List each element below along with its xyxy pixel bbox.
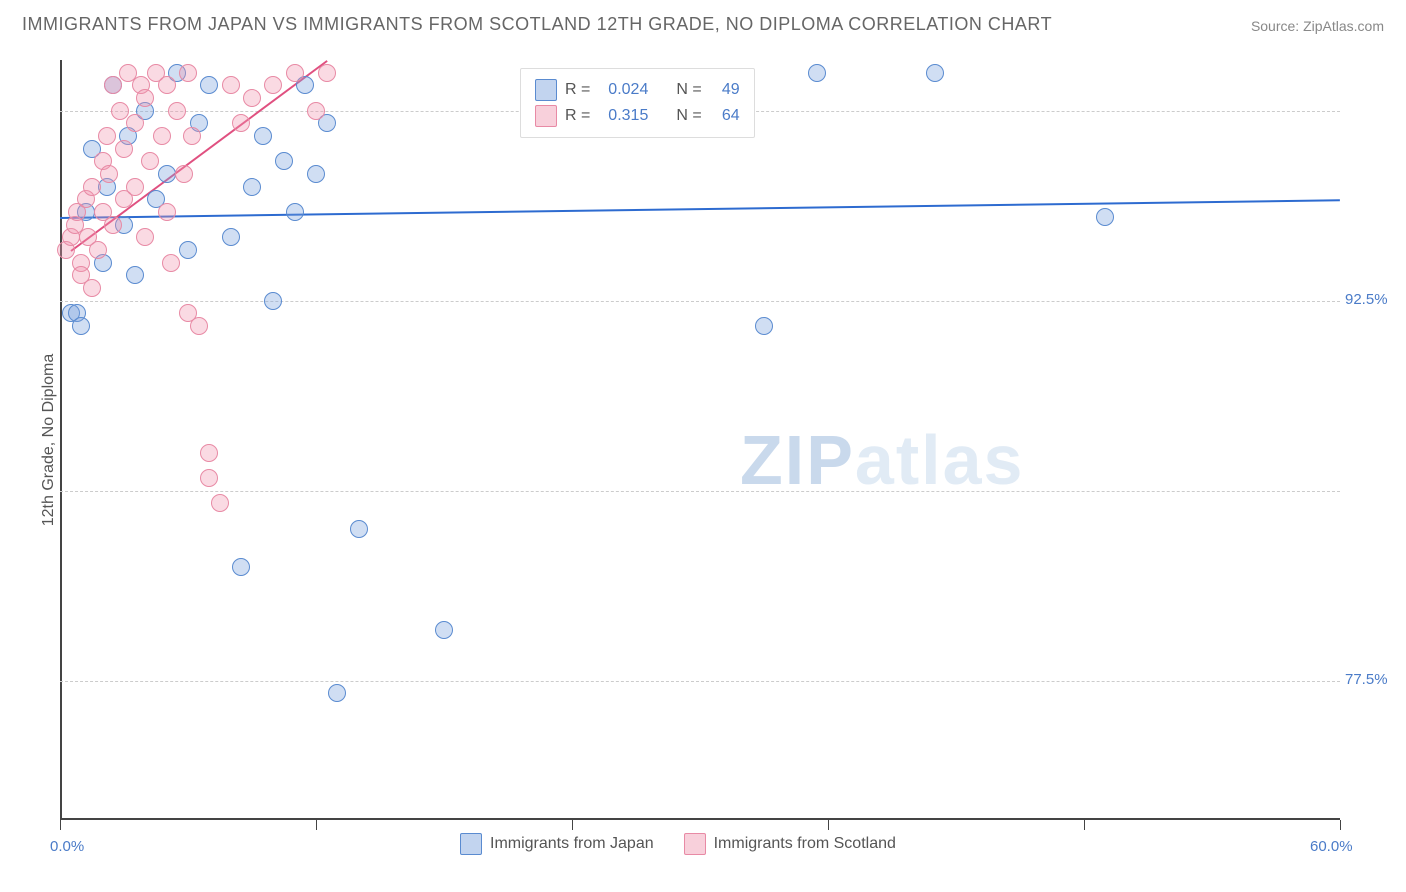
y-axis-line (60, 60, 62, 820)
data-point (307, 102, 325, 120)
data-point (104, 216, 122, 234)
data-point (136, 228, 154, 246)
chart-title: IMMIGRANTS FROM JAPAN VS IMMIGRANTS FROM… (22, 14, 1052, 35)
x-tick (572, 820, 573, 830)
data-point (254, 127, 272, 145)
y-axis-label: 12th Grade, No Diploma (40, 60, 58, 820)
data-point (350, 520, 368, 538)
data-point (435, 621, 453, 639)
legend-swatch (684, 833, 706, 855)
data-point (183, 127, 201, 145)
x-axis-line (60, 818, 1340, 820)
data-point (72, 317, 90, 335)
gridline (60, 301, 1340, 302)
data-point (175, 165, 193, 183)
data-point (190, 317, 208, 335)
data-point (126, 114, 144, 132)
data-point (126, 178, 144, 196)
data-point (232, 558, 250, 576)
data-point (275, 152, 293, 170)
data-point (232, 114, 250, 132)
data-point (158, 203, 176, 221)
n-value: 49 (710, 81, 740, 99)
x-tick (1084, 820, 1085, 830)
data-point (115, 140, 133, 158)
data-point (83, 178, 101, 196)
r-label: R = (565, 81, 590, 99)
data-point (162, 254, 180, 272)
data-point (286, 203, 304, 221)
legend-label: Immigrants from Japan (490, 835, 654, 853)
data-point (222, 76, 240, 94)
data-point (168, 102, 186, 120)
data-point (83, 279, 101, 297)
legend-row: R = 0.315 N = 64 (535, 105, 740, 127)
legend-swatch (535, 79, 557, 101)
data-point (89, 241, 107, 259)
data-point (808, 64, 826, 82)
legend-label: Immigrants from Scotland (714, 835, 896, 853)
watermark: ZIPatlas (740, 420, 1024, 500)
x-tick (316, 820, 317, 830)
data-point (98, 127, 116, 145)
legend-item: Immigrants from Scotland (684, 833, 896, 855)
scatter-plot: 77.5%92.5%0.0%60.0%ZIPatlasR =0.024N =49… (60, 60, 1340, 820)
correlation-legend: R = 0.024 N = 49 R = 0.315 N = 64 (520, 68, 755, 138)
x-tick-label: 0.0% (50, 838, 84, 855)
data-point (179, 64, 197, 82)
legend-swatch (460, 833, 482, 855)
data-point (307, 165, 325, 183)
series-legend: Immigrants from Japan Immigrants from Sco… (460, 833, 896, 855)
r-label: R = (565, 107, 590, 125)
data-point (286, 64, 304, 82)
data-point (126, 266, 144, 284)
r-value: 0.315 (598, 107, 648, 125)
data-point (264, 76, 282, 94)
data-point (264, 292, 282, 310)
legend-item: Immigrants from Japan (460, 833, 654, 855)
x-tick-label: 60.0% (1310, 838, 1353, 855)
y-tick-label: 77.5% (1345, 671, 1400, 688)
data-point (1096, 208, 1114, 226)
source-attribution: Source: ZipAtlas.com (1251, 18, 1384, 34)
data-point (200, 76, 218, 94)
n-label: N = (676, 81, 701, 99)
data-point (328, 684, 346, 702)
r-value: 0.024 (598, 81, 648, 99)
data-point (211, 494, 229, 512)
data-point (158, 165, 176, 183)
data-point (200, 444, 218, 462)
data-point (136, 89, 154, 107)
data-point (104, 76, 122, 94)
data-point (158, 76, 176, 94)
x-tick (1340, 820, 1341, 830)
data-point (318, 64, 336, 82)
legend-swatch (535, 105, 557, 127)
data-point (222, 228, 240, 246)
data-point (200, 469, 218, 487)
gridline (60, 681, 1340, 682)
n-label: N = (676, 107, 701, 125)
gridline (60, 491, 1340, 492)
x-tick (828, 820, 829, 830)
data-point (179, 241, 197, 259)
data-point (243, 89, 261, 107)
data-point (100, 165, 118, 183)
x-tick (60, 820, 61, 830)
data-point (755, 317, 773, 335)
trend-line (60, 199, 1340, 219)
data-point (153, 127, 171, 145)
n-value: 64 (710, 107, 740, 125)
data-point (141, 152, 159, 170)
legend-row: R = 0.024 N = 49 (535, 79, 740, 101)
data-point (926, 64, 944, 82)
data-point (243, 178, 261, 196)
y-tick-label: 92.5% (1345, 291, 1400, 308)
data-point (111, 102, 129, 120)
